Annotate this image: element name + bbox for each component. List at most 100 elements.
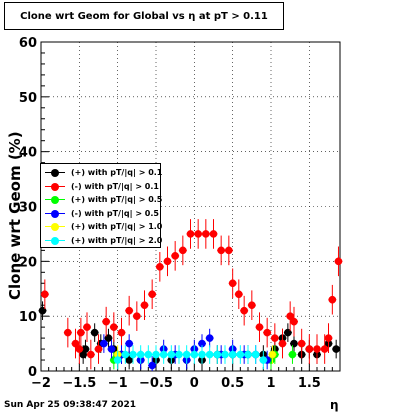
data-point [334, 257, 343, 266]
data-point [94, 345, 103, 353]
chart-legend: (+) with pT/|q| > 0.1 (-) with pT/|q| > 0… [40, 163, 163, 248]
legend-label: (-) with pT/|q| > 0.5 [71, 208, 159, 218]
legend-marker [51, 169, 59, 177]
data-point [155, 262, 164, 271]
timestamp-footer: Sun Apr 25 09:38:47 2021 [4, 400, 137, 410]
legend-item: (-) with pT/|q| > 0.5 [41, 207, 160, 221]
data-point [125, 339, 134, 348]
legend-label: (-) with pT/|q| > 0.1 [71, 181, 159, 191]
data-point [125, 306, 134, 315]
data-point [313, 345, 321, 353]
data-point [290, 317, 298, 326]
data-point [63, 328, 72, 337]
data-point [221, 350, 229, 359]
data-point [163, 257, 172, 266]
data-point [305, 345, 314, 353]
legend-label: (+) with pT/|q| > 0.1 [71, 168, 163, 177]
data-point [113, 356, 122, 364]
data-point [75, 345, 84, 353]
data-point [228, 279, 237, 288]
data-point [328, 295, 337, 304]
data-point [278, 339, 287, 348]
data-point [178, 246, 187, 255]
y-tick-label: 20 [19, 255, 37, 270]
data-point [175, 350, 183, 359]
data-point [259, 356, 268, 364]
x-tick-label: −1.5 [62, 376, 96, 391]
data-point [205, 350, 214, 359]
y-tick-label: 0 [28, 365, 37, 380]
legend-label: (+) with pT/|q| > 0.5 [71, 195, 163, 204]
data-point [129, 350, 137, 359]
data-point [109, 323, 118, 331]
data-point [297, 339, 306, 348]
data-point [86, 350, 95, 359]
legend-item: (+) with pT/|q| > 0.5 [41, 193, 163, 207]
data-point [228, 350, 237, 359]
x-tick-label: 0.5 [221, 376, 244, 391]
data-point [136, 350, 145, 359]
data-point [247, 301, 256, 310]
y-tick-label: 30 [19, 201, 37, 216]
data-point [90, 328, 99, 337]
data-point [290, 339, 298, 348]
data-point [152, 350, 160, 359]
data-point [132, 312, 141, 321]
legend-marker [51, 182, 59, 191]
data-point [332, 345, 341, 353]
data-point [104, 334, 113, 342]
data-point [144, 350, 153, 359]
legend-item: (+) with pT/|q| > 2.0 [41, 234, 163, 248]
data-point [234, 290, 243, 299]
legend-item: (+) with pT/|q| > 1.0 [41, 220, 163, 234]
data-point [268, 350, 277, 359]
data-point [121, 350, 130, 359]
data-point [217, 246, 226, 255]
x-tick-label: −2 [31, 376, 51, 391]
data-point [167, 350, 176, 359]
legend-label: (+) with pT/|q| > 2.0 [71, 235, 163, 245]
x-tick-label: 0 [190, 376, 199, 391]
data-point [240, 306, 249, 315]
data-point [288, 350, 297, 359]
data-point [171, 252, 180, 260]
data-point [236, 350, 245, 359]
data-point [320, 345, 329, 353]
legend-marker [51, 236, 59, 245]
legend-item: (-) with pT/|q| > 0.1 [41, 180, 160, 194]
data-point [213, 350, 222, 359]
data-point [182, 350, 191, 359]
data-point [194, 230, 203, 238]
x-tick-label: −1 [108, 376, 128, 391]
data-point [148, 290, 157, 299]
x-tick-label: −0.5 [139, 376, 173, 391]
data-point [224, 246, 233, 255]
legend-marker [51, 223, 59, 231]
chart-title-box: Clone wrt Geom for Global vs η at pT > 0… [4, 2, 284, 30]
data-point [107, 345, 116, 353]
y-tick-label: 50 [19, 91, 37, 106]
data-point [83, 323, 91, 331]
data-point [251, 350, 260, 359]
legend-label: (+) with pT/|q| > 1.0 [71, 222, 163, 231]
data-point [40, 290, 49, 299]
data-point [186, 230, 195, 238]
legend-item: (+) with pT/|q| > 0.1 [41, 166, 163, 180]
y-tick-label: 60 [19, 36, 37, 51]
legend-marker [51, 196, 59, 204]
data-point [209, 230, 218, 238]
data-point [324, 334, 333, 342]
data-point [190, 350, 199, 359]
data-point [100, 339, 108, 348]
data-point [201, 230, 210, 238]
y-axis-label: Clone wrt Geom (%) [6, 131, 24, 300]
data-point [198, 350, 206, 359]
data-point [117, 328, 126, 337]
y-tick-label: 40 [19, 146, 37, 161]
data-point [102, 317, 111, 326]
x-axis-label: η [330, 398, 339, 412]
data-point [244, 350, 252, 359]
x-tick-label: 1.5 [298, 376, 321, 391]
x-tick-label: 1 [266, 376, 275, 391]
